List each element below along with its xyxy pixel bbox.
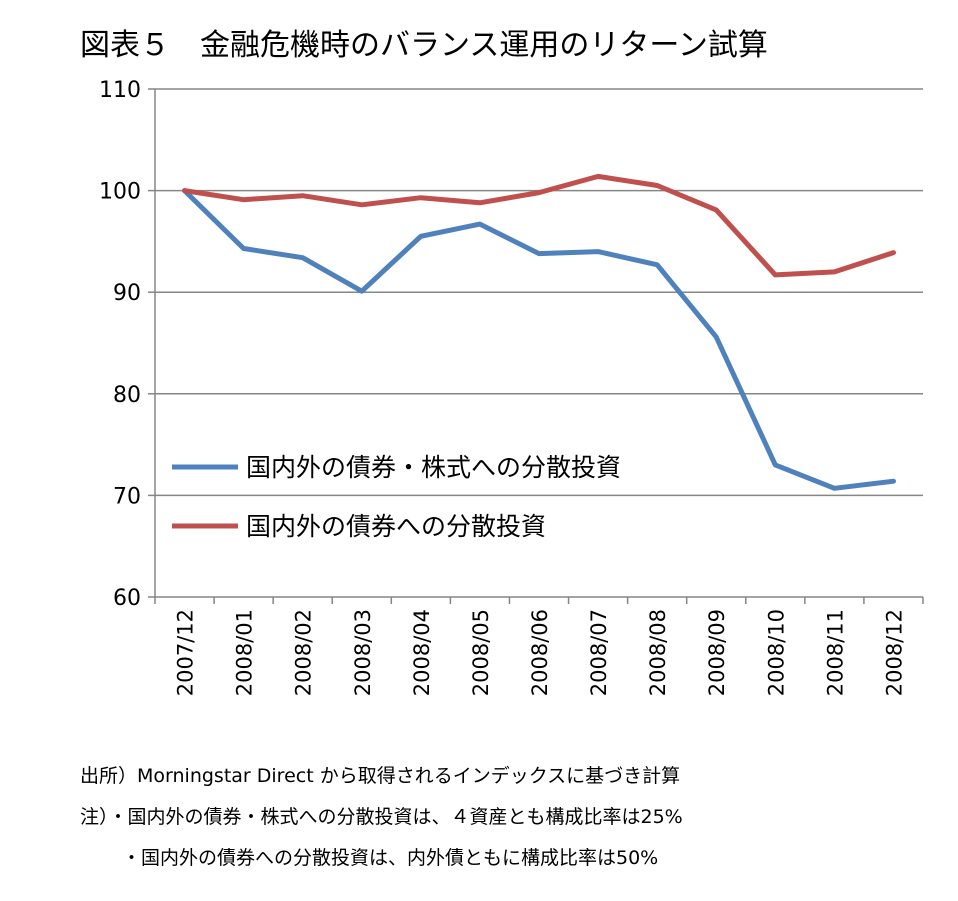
y-tick-label: 110 <box>99 78 141 103</box>
source-note: 出所）Morningstar Direct から取得されるインデックスに基づき計… <box>80 765 681 787</box>
footnote-2: ・国内外の債券への分散投資は、内外債ともに構成比率は50% <box>122 847 659 869</box>
x-tick-label: 2008/07 <box>587 609 611 696</box>
x-tick-label: 2008/10 <box>764 609 788 696</box>
legend-label-2: 国内外の債券への分散投資 <box>246 512 546 541</box>
x-tick-label: 2008/08 <box>646 609 670 696</box>
y-tick-labels: 60 70 80 90 100 110 <box>99 78 141 611</box>
y-tick-label: 70 <box>113 484 141 509</box>
x-tick-label: 2008/11 <box>823 609 847 696</box>
legend-label-1: 国内外の債券・株式への分散投資 <box>246 453 621 482</box>
x-tick-label: 2008/04 <box>410 609 434 696</box>
x-tick-label: 2008/02 <box>292 609 316 696</box>
x-tick-label: 2008/01 <box>233 609 257 696</box>
x-tick-labels: 2007/12 2008/01 2008/02 2008/03 2008/04 2008/… <box>174 609 907 696</box>
y-tick-label: 100 <box>99 180 141 205</box>
series-line-2 <box>182 173 896 278</box>
y-tick-label: 80 <box>113 383 141 408</box>
x-tick-label: 2008/06 <box>528 609 552 696</box>
y-tick-label: 60 <box>113 586 141 611</box>
chart-title: 図表５ 金融危機時のバランス運用のリターン試算 <box>80 28 768 63</box>
y-tick-label: 90 <box>113 281 141 306</box>
x-tick-label: 2007/12 <box>174 609 198 696</box>
x-tick-label: 2008/12 <box>882 609 906 696</box>
x-tick-label: 2008/05 <box>469 609 493 696</box>
x-tick-label: 2008/03 <box>351 609 375 696</box>
series-lines <box>182 173 896 491</box>
series-line-1 <box>182 188 896 491</box>
x-tick-label: 2008/09 <box>705 609 729 696</box>
axes <box>148 88 924 604</box>
gridlines <box>155 88 923 497</box>
footnote-1: 注）・国内外の債券・株式への分散投資は、４資産とも構成比率は25% <box>80 806 683 828</box>
line-chart: 60 70 80 90 100 110 2007/12 2008/01 2008/02 2008… <box>99 78 924 696</box>
